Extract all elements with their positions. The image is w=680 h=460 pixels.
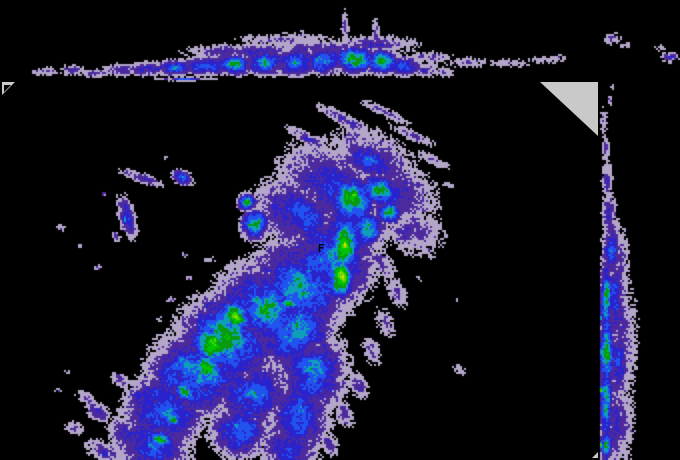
right-cross-section-panel[interactable]: [600, 82, 680, 460]
field-marker-f[interactable]: F: [317, 241, 325, 255]
top-cross-section-panel[interactable]: [0, 0, 680, 82]
plan-view-panel[interactable]: [0, 82, 600, 460]
